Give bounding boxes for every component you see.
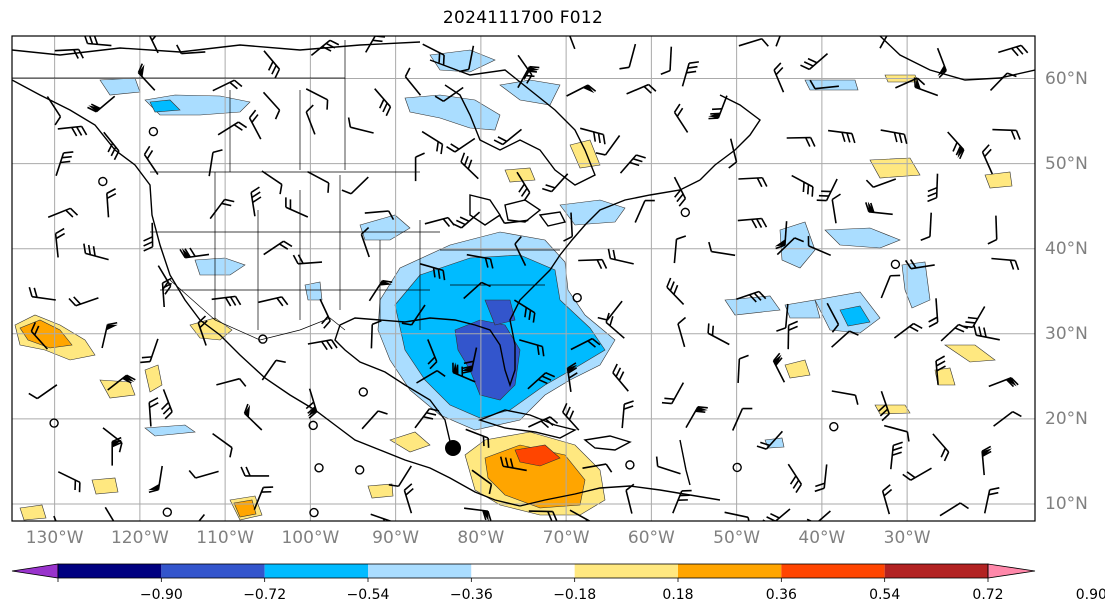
colorbar-tick-label: −0.18 [553, 587, 597, 603]
colorbar-tick-label: −0.36 [449, 587, 493, 603]
lon-label: 40°W [798, 528, 846, 548]
lon-label: 100°W [281, 528, 340, 548]
map-frame [11, 35, 1036, 522]
colorbar-tick-label: −0.90 [139, 587, 183, 603]
wind-barbs [28, 36, 1029, 521]
lat-label: 30°N [1045, 323, 1088, 344]
lon-label: 60°W [627, 528, 675, 548]
map-title: 2024111700 F012 [442, 8, 604, 28]
colorbar-tick-label: 0.72 [972, 587, 1004, 603]
anomaly-contour-fills [14, 49, 1013, 521]
lat-label: 20°N [1045, 408, 1088, 429]
lon-label: 80°W [457, 528, 505, 548]
lat-label: 40°N [1045, 238, 1088, 259]
colorbar-tick-label: 0.54 [869, 587, 901, 603]
colorbar-tick-label: −0.54 [346, 587, 390, 603]
lon-label: 70°W [542, 528, 590, 548]
colorbar-tick-label: 0.18 [662, 587, 694, 603]
lon-label: 110°W [196, 528, 255, 548]
colorbar-tick-label: −0.72 [243, 587, 287, 603]
lon-label: 90°W [372, 528, 420, 548]
storm-center-marker [445, 440, 461, 456]
lat-label: 50°N [1045, 153, 1088, 174]
lat-label: 10°N [1045, 493, 1088, 514]
lon-label: 120°W [110, 528, 169, 548]
lon-label: 30°W [883, 528, 931, 548]
colorbar-tick-label: 0.90 [1075, 587, 1105, 603]
colorbar [11, 563, 1036, 582]
lat-label: 60°N [1045, 68, 1088, 89]
lon-label: 130°W [25, 528, 84, 548]
lon-label: 50°W [713, 528, 761, 548]
graticule [12, 36, 1035, 521]
colorbar-tick-label: 0.36 [765, 587, 797, 603]
